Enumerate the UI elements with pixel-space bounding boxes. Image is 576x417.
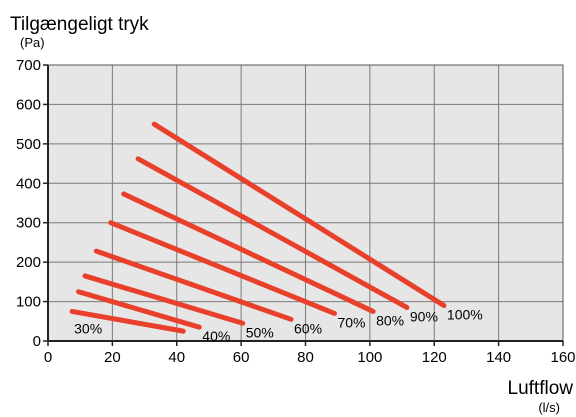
x-tick-label: 60 xyxy=(233,349,250,366)
series-label: 30% xyxy=(74,320,102,336)
x-axis-label: Luftflow xyxy=(508,378,574,399)
x-tick-label: 20 xyxy=(104,349,121,366)
series-line xyxy=(76,289,202,330)
x-tick-label: 40 xyxy=(168,349,185,366)
chart-title: Tilgængeligt tryk xyxy=(10,14,149,35)
y-tick-label: 600 xyxy=(16,96,41,113)
series-label: 60% xyxy=(294,320,322,336)
series-line xyxy=(82,273,246,326)
series-line xyxy=(69,308,186,334)
series-label: 40% xyxy=(202,328,230,344)
x-axis-unit: (l/s) xyxy=(538,400,560,415)
x-tick-label: 80 xyxy=(297,349,314,366)
x-tick-label: 160 xyxy=(550,349,575,366)
x-tick-label: 0 xyxy=(44,349,52,366)
x-tick-label: 120 xyxy=(422,349,447,366)
series-label: 90% xyxy=(410,308,438,324)
y-tick-label: 300 xyxy=(16,215,41,232)
series-line xyxy=(135,156,410,310)
y-tick-label: 500 xyxy=(16,136,41,153)
series-label: 50% xyxy=(246,324,274,340)
y-tick-label: 200 xyxy=(16,254,41,271)
series-line xyxy=(121,191,376,314)
tick-labels: 0 20 40 60 80 100 120 140 160 0 100 200 300 400 500 600… xyxy=(16,57,576,366)
y-tick-label: 0 xyxy=(33,333,41,350)
series-line xyxy=(93,248,294,322)
y-tick-label: 400 xyxy=(16,175,41,192)
series-line xyxy=(151,121,447,309)
y-tick-label: 100 xyxy=(16,294,41,311)
series-label: 100% xyxy=(447,307,483,323)
series-lines xyxy=(69,121,447,334)
y-tick-label: 700 xyxy=(16,57,41,74)
series-label: 80% xyxy=(376,312,404,328)
y-axis-unit: (Pa) xyxy=(20,35,45,50)
series-line xyxy=(108,220,337,316)
series-labels: 30% 40% 50% 60% 70% 80% 90% 100% xyxy=(74,307,483,345)
series-label: 70% xyxy=(337,314,365,330)
x-tick-label: 140 xyxy=(486,349,511,366)
x-tick-label: 100 xyxy=(357,349,382,366)
